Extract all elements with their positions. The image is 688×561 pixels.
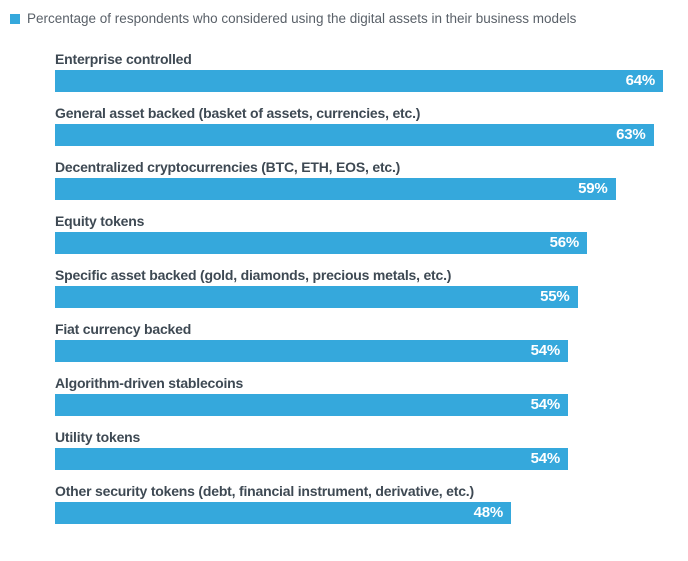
chart-row: Utility tokens 54% <box>55 430 688 470</box>
bar: 63% <box>55 124 654 146</box>
chart-row: Specific asset backed (gold, diamonds, p… <box>55 268 688 308</box>
bar-value-label: 64% <box>625 72 656 89</box>
bar: 64% <box>55 70 663 92</box>
bar-value-label: 54% <box>530 342 561 359</box>
bar: 48% <box>55 502 511 524</box>
chart-row: Enterprise controlled 64% <box>55 52 688 92</box>
bar: 54% <box>55 394 568 416</box>
chart-row: Equity tokens 56% <box>55 214 688 254</box>
bar: 55% <box>55 286 578 308</box>
bar-value-label: 59% <box>578 180 608 197</box>
chart-row: Fiat currency backed 54% <box>55 322 688 362</box>
bar-value-label: 54% <box>530 450 561 467</box>
bar-value-label: 55% <box>540 288 570 305</box>
bar-category-label: General asset backed (basket of assets, … <box>55 105 421 121</box>
bar-value-label: 56% <box>549 234 580 251</box>
bar-value-label: 54% <box>530 396 561 413</box>
bar-value-label: 63% <box>616 126 646 143</box>
legend-swatch-icon <box>10 13 20 24</box>
bar-category-label: Fiat currency backed <box>55 321 192 337</box>
bar-category-label: Utility tokens <box>55 429 141 445</box>
bar: 54% <box>55 340 568 362</box>
bar: 59% <box>55 178 616 200</box>
bar-category-label: Other security tokens (debt, financial i… <box>55 483 474 499</box>
bar-category-label: Algorithm-driven stablecoins <box>55 375 244 391</box>
bar-chart: Enterprise controlled 64% General asset ba… <box>55 52 688 524</box>
chart-row: Other security tokens (debt, financial i… <box>55 484 688 524</box>
bar-category-label: Equity tokens <box>55 213 145 229</box>
legend-label: Percentage of respondents who considered… <box>27 11 577 26</box>
bar-category-label: Specific asset backed (gold, diamonds, p… <box>55 267 452 283</box>
chart-row: General asset backed (basket of assets, … <box>55 106 688 146</box>
chart-row: Algorithm-driven stablecoins 54% <box>55 376 688 416</box>
legend: Percentage of respondents who considered… <box>0 0 688 26</box>
bar-value-label: 48% <box>473 504 504 521</box>
bar: 54% <box>55 448 568 470</box>
bar-category-label: Decentralized cryptocurrencies (BTC, ETH… <box>55 159 401 175</box>
bar: 56% <box>55 232 587 254</box>
bar-category-label: Enterprise controlled <box>55 51 192 67</box>
chart-row: Decentralized cryptocurrencies (BTC, ETH… <box>55 160 688 200</box>
